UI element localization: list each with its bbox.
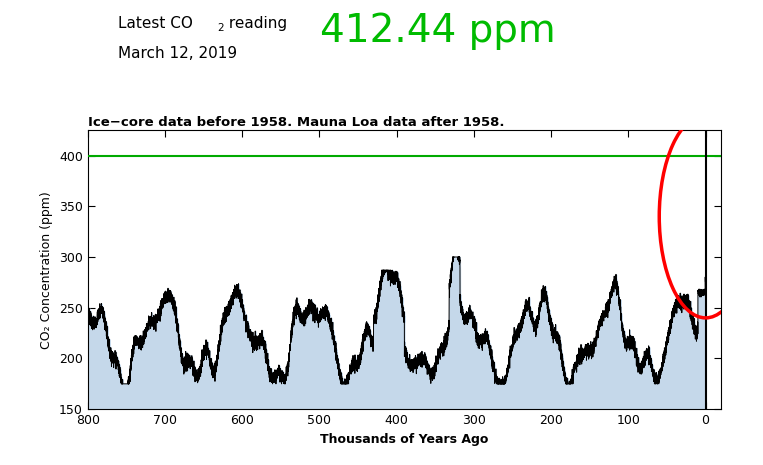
Text: Ice−core data before 1958. Mauna Loa data after 1958.: Ice−core data before 1958. Mauna Loa dat… bbox=[88, 116, 504, 129]
Text: Latest CO: Latest CO bbox=[118, 16, 193, 31]
X-axis label: Thousands of Years Ago: Thousands of Years Ago bbox=[320, 432, 488, 445]
Y-axis label: CO₂ Concentration (ppm): CO₂ Concentration (ppm) bbox=[40, 191, 53, 349]
Text: March 12, 2019: March 12, 2019 bbox=[118, 46, 237, 61]
Text: reading: reading bbox=[224, 16, 287, 31]
Text: 412.44 ppm: 412.44 ppm bbox=[320, 12, 556, 50]
Text: 2: 2 bbox=[217, 23, 224, 33]
